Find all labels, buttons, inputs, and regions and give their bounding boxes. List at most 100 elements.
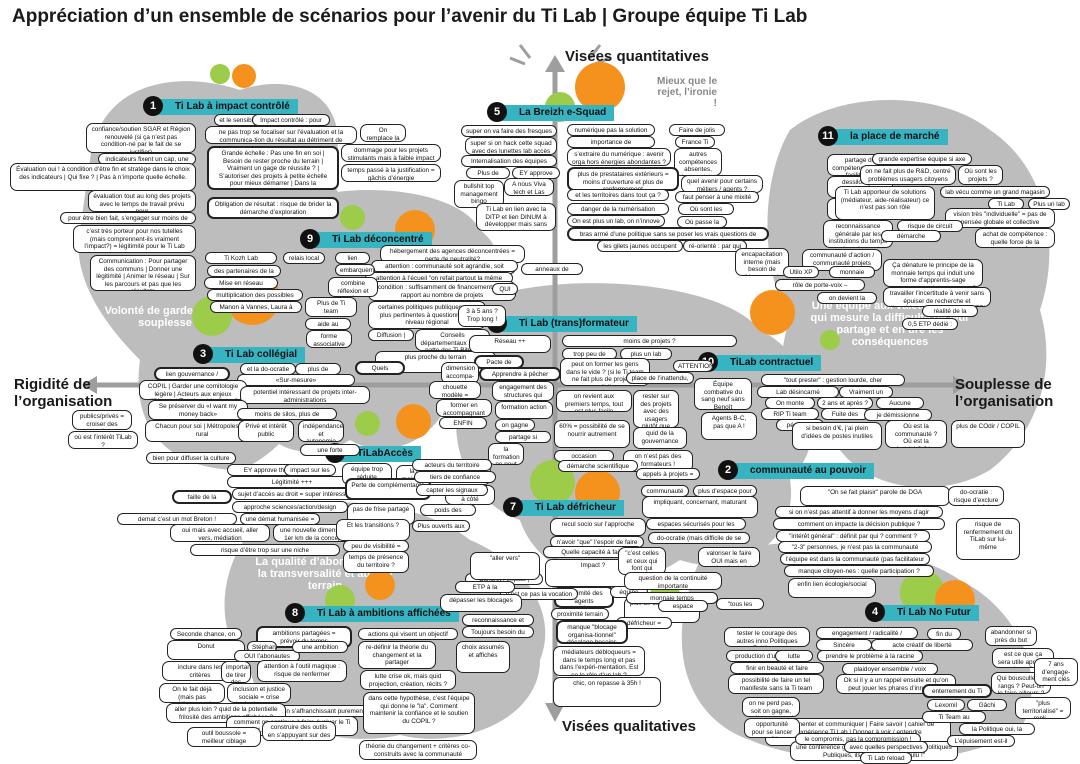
sticky-note: fin du dialogue [927, 628, 961, 640]
sticky-note: impliquant, concernant, maturant [642, 496, 758, 518]
sticky-note: Internalisation des équipes [461, 155, 557, 167]
sticky-note: des partenaires de la légitimité [207, 265, 281, 277]
sticky-note: les gilets jaunes occupent le Ti Lab [597, 240, 683, 252]
sticky-note: place de l’inattendu, plus de liberté en… [626, 372, 694, 384]
sticky-note: lutte crise ok, mais quid projection, cr… [360, 670, 456, 690]
sticky-note: finir en beauté et faire avancer la caus… [730, 662, 824, 674]
sticky-note: Seconde chance, on est clairs mais on la… [170, 628, 242, 640]
sticky-note: former en accompagnant [436, 399, 492, 417]
sticky-note: encapacitation interne (mais besoin de l… [735, 248, 789, 276]
sticky-note: évaluation tout au long des projets avec… [88, 190, 196, 212]
sticky-note: Plus de Ti team [305, 297, 357, 317]
sticky-note: On est plus un lab, on n’innove plus, [567, 215, 665, 227]
sticky-note: reconnaissance générale par les institut… [823, 220, 893, 248]
sticky-note: ATTENTION à ne pas faire porter aux agen… [673, 360, 713, 372]
sticky-note: engagement des structures qui envoient l… [492, 381, 554, 401]
sticky-note: acte créatif de liberté [871, 639, 973, 651]
sticky-note: démarche obsolète [881, 230, 941, 242]
sticky-note: relais local [283, 252, 325, 264]
sticky-note: Mise en réseau [204, 277, 278, 289]
sticky-note: moins de projets ? [562, 335, 737, 347]
scenario-label: Ti Lab à ambitions affichées [295, 606, 459, 622]
sticky-note: et les territoires dans tout ça ? [567, 189, 669, 201]
sticky-note: Réseau ++ [469, 335, 551, 353]
axis-arrow-right [953, 376, 968, 394]
sticky-note: COPIL | Garder une comitologie légère | … [139, 380, 247, 400]
sticky-note: la formation ne peut être qu’une des dim… [488, 443, 524, 465]
scenario-number-badge: 7 [503, 497, 523, 517]
page-title: Appréciation d’un ensemble de scénarios … [12, 6, 808, 27]
sticky-note: possibilité de faire un tel manifeste sa… [728, 674, 824, 694]
sticky-note: où est l’intérêt TiLab ? [68, 431, 138, 449]
sticky-note: Ti Lab en lien avec la DITP et lien DINU… [476, 203, 556, 231]
sticky-note: lab vécu comme un grand magasin [940, 186, 1050, 198]
sticky-note: lutte radicale [775, 650, 813, 662]
sticky-note: numérique pas la solution à tout [567, 124, 655, 136]
sticky-note: dépasser les blocages [440, 594, 522, 612]
sticky-note: construire des outils en s’appuyant sur … [262, 721, 336, 741]
sticky-note: prendre le problème à la racine [817, 650, 923, 662]
sticky-note: Plus ouverts aux autres besoins des usag… [412, 520, 470, 532]
sticky-note: je démissionne [864, 409, 932, 421]
sticky-note: sujet d’accès au droit = super intéressa… [232, 488, 360, 500]
sticky-note: embarquement des acteurs locaux [335, 264, 375, 276]
sticky-note: enfin lien écologie/social [788, 578, 876, 598]
sticky-note: 3 à 5 ans ? Trop long ! [458, 305, 506, 327]
sticky-note: opportunité pour se lancer en politique [744, 718, 800, 738]
sticky-note: "plus territorialisé" = repli… [1015, 697, 1071, 719]
sticky-note: Où passe la Ti Team ? [677, 216, 727, 228]
sticky-note: "c’est celles et ceux qui font qui saven… [618, 547, 666, 575]
sticky-note: plus de COdir / COPIL [951, 420, 1025, 448]
sticky-note: Communication : Pour partager des commun… [90, 255, 196, 291]
sticky-note: engagement / radicalité / territorialité [816, 627, 918, 639]
sticky-note: Légitimité +++ [227, 476, 357, 488]
sticky-note: chouette modèle = INNO->TRANSFO [429, 381, 481, 399]
sticky-note: "aller vers" [470, 552, 540, 580]
sticky-note: Ti Lab apporteur de solutions (médiateur… [835, 186, 935, 220]
sticky-note: Diffusion | Dissolution [368, 329, 414, 341]
sticky-note: Quels "devoirs aux membres" ? Quelle imp… [355, 361, 405, 375]
sticky-note: question de la continuité importante [624, 572, 722, 590]
sticky-note: "tous les niveaux" = risque de perte de … [716, 598, 764, 610]
axis-label-top: Visées quantitatives [565, 48, 709, 65]
sticky-note: bien pour diffuser la culture "lab" : le… [146, 452, 236, 464]
sticky-note: inclure dans les critères [162, 661, 238, 681]
scenario-number-badge: 9 [300, 229, 320, 249]
sticky-note: dommage pour les projets stimulants mais… [341, 144, 441, 162]
green-dot [210, 64, 230, 84]
sticky-note: risque de renfermement du TiLab sur lui-… [956, 518, 1020, 560]
sticky-note: bras armé d’une politique sans se poser … [567, 227, 769, 241]
sticky-note: Gâchi [967, 699, 1007, 711]
sticky-note: "On se fait plaisir" parole de DGA [800, 486, 950, 506]
sticky-note: do-ocratie : risque d’exclure si savoir … [948, 486, 1004, 506]
sticky-note: inclusion et justice sociale = crise éco… [227, 683, 291, 703]
sticky-note: Privé et intérêt public [238, 420, 294, 442]
sticky-note: Ti Team au chômage [922, 711, 986, 723]
sticky-note: combine réflexion et action [328, 277, 378, 297]
sticky-note: On le fait déjà (mais pas publiquement) [159, 683, 225, 703]
sticky-note: A nous Viva tech et Las Vegas [504, 178, 554, 196]
sticky-note: Lexomil [927, 699, 965, 711]
sticky-note: importance de l’observation sur le terra… [567, 136, 655, 148]
scenario-number-badge: 4 [865, 602, 885, 622]
sticky-note: Et les transitions ? [336, 519, 410, 541]
sticky-note: Plus de prise de tête [466, 167, 510, 179]
sticky-note: défricheur = ouvre des voies, ose [616, 617, 672, 629]
scenario-number-badge: 1 [143, 96, 163, 116]
scenario-label: Ti Lab No Futur [875, 605, 979, 621]
orange-dot [396, 404, 431, 439]
sticky-note: faille de la numérisation reconnue [172, 490, 232, 504]
sticky-note: super on va faire des fresques ! [461, 125, 557, 137]
sticky-note: on ne fait plus de R&D, centré problèmes… [860, 165, 956, 185]
sticky-note: Obligation de résultat : risque de bride… [207, 197, 339, 219]
axis-arrow-top [545, 55, 565, 72]
sticky-note: rester sur des projets avec des usagers … [633, 390, 679, 428]
sticky-note: travailler l’incertitude à venir sans ép… [883, 287, 991, 307]
sticky-note: 60% = possibilité de se nourrir autremen… [554, 420, 630, 448]
sticky-note: condition : suffisamment de financements… [368, 281, 516, 301]
sticky-note: tiers de confiance [414, 471, 496, 483]
sticky-note: approche sciences/action/design reconnue [232, 501, 348, 513]
sticky-note: indépendance et autonomie #BZH [298, 420, 344, 442]
sticky-note: une ambition qui dépasse les limites adm… [292, 641, 348, 653]
sticky-note: important de tirer des choses des erreur… [221, 661, 251, 683]
